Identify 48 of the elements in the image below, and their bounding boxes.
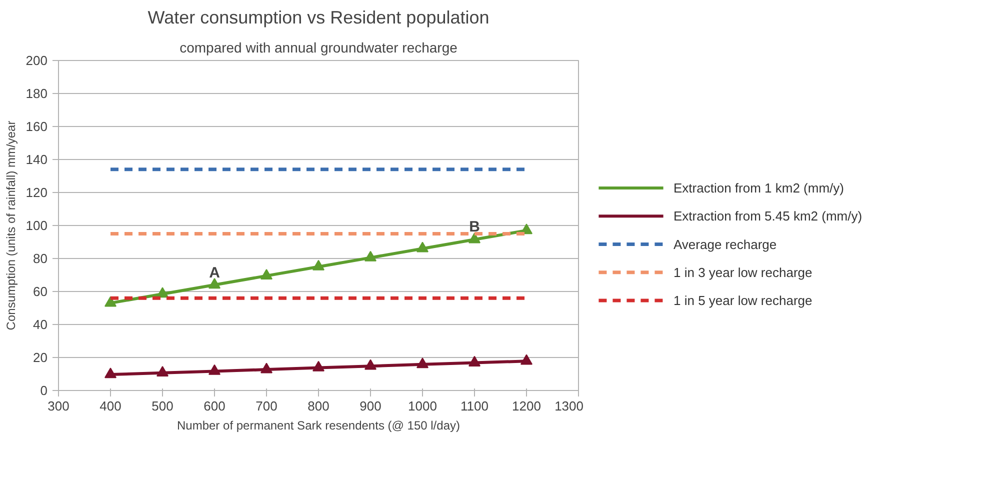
x-tick-label: 700 bbox=[256, 398, 278, 414]
point bbox=[416, 242, 428, 252]
point bbox=[312, 360, 324, 372]
point bbox=[260, 362, 272, 374]
chart-title: Water consumption vs Resident population bbox=[148, 8, 490, 28]
legend-label: 1 in 3 year low recharge bbox=[674, 264, 812, 280]
y-tick-label: 80 bbox=[33, 251, 48, 266]
point bbox=[208, 364, 220, 375]
x-tick-label: 1100 bbox=[460, 398, 488, 414]
point bbox=[468, 356, 480, 366]
y-tick-label: 100 bbox=[26, 218, 48, 233]
y-tick-label: 20 bbox=[33, 350, 48, 365]
point bbox=[364, 359, 376, 370]
point bbox=[260, 268, 272, 280]
y-tick-label: 40 bbox=[33, 317, 48, 332]
x-tick-label: 1200 bbox=[512, 398, 541, 414]
x-tick-label: 1300 bbox=[554, 398, 584, 414]
point bbox=[208, 278, 220, 289]
point bbox=[104, 368, 116, 378]
y-tick-label: 180 bbox=[26, 86, 48, 101]
chart-subtitle: compared with annual groundwater recharge bbox=[180, 40, 458, 56]
point bbox=[520, 354, 532, 365]
y-tick-label: 0 bbox=[40, 383, 48, 398]
x-tick-label: 800 bbox=[308, 398, 330, 414]
annotation: A bbox=[209, 264, 220, 282]
x-tick-label: 300 bbox=[48, 398, 70, 414]
x-axis-title: Number of permanent Sark resendents (@ 150 l/day) bbox=[177, 418, 460, 432]
point bbox=[416, 358, 428, 368]
point bbox=[364, 250, 376, 262]
y-tick-label: 120 bbox=[26, 185, 48, 200]
point bbox=[156, 366, 168, 377]
x-tick-label: 400 bbox=[100, 398, 122, 414]
legend-label: 1 in 5 year low recharge bbox=[674, 293, 812, 308]
x-tick-label: 600 bbox=[204, 398, 226, 414]
x-tick-label: 900 bbox=[360, 398, 382, 414]
annotation: B bbox=[469, 218, 480, 236]
point bbox=[468, 232, 480, 244]
x-tick-label: 500 bbox=[152, 398, 174, 414]
y-axis-title: Consumption (units of rainfall) mm/year bbox=[4, 120, 18, 330]
y-tick-label: 200 bbox=[26, 53, 48, 68]
point bbox=[312, 260, 324, 270]
y-tick-label: 160 bbox=[26, 119, 48, 134]
legend-label: Average recharge bbox=[674, 236, 777, 252]
legend-label: Extraction from 5.45 km2 (mm/y) bbox=[674, 208, 862, 224]
x-tick-label: 1000 bbox=[408, 398, 437, 414]
y-tick-label: 60 bbox=[33, 284, 48, 299]
y-tick-label: 140 bbox=[26, 152, 48, 167]
legend-label: Extraction from 1 km2 (mm/y) bbox=[674, 180, 844, 196]
